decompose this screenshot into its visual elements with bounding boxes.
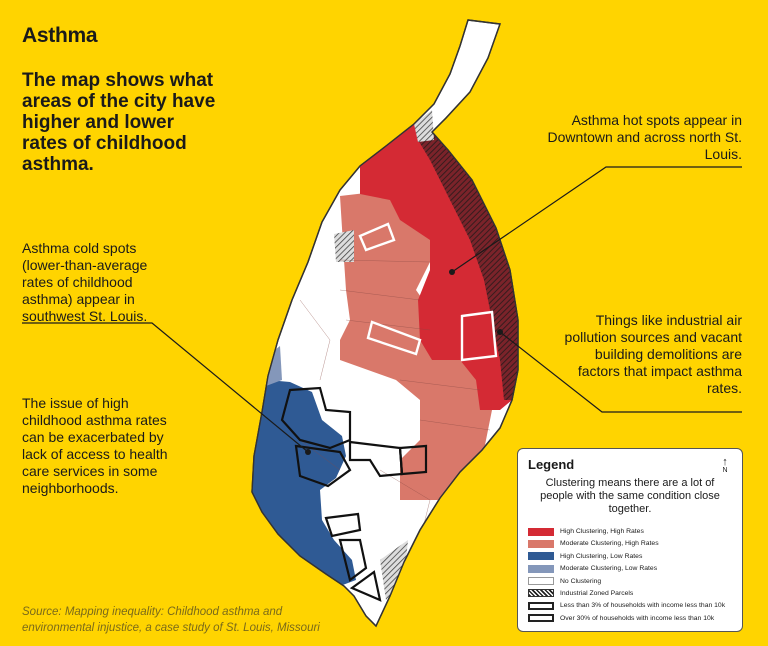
swatch-industrial-hatch (528, 589, 554, 598)
legend-label: Industrial Zoned Parcels (560, 589, 634, 597)
legend-item-low-poverty: Less than 3% of households with income l… (528, 600, 732, 611)
zone-moderate-low (262, 346, 282, 386)
legend-item-moderate-low: Moderate Clustering, Low Rates (528, 563, 732, 574)
annotation-health-care-access: The issue of high childhood asthma rates… (22, 395, 168, 496)
income-outline-high-poverty (366, 320, 422, 356)
swatch-moderate-high (528, 539, 554, 548)
legend-item-industrial: Industrial Zoned Parcels (528, 588, 732, 599)
swatch-moderate-low (528, 564, 554, 573)
leader-factors (499, 331, 742, 413)
legend-title: Legend (528, 457, 575, 472)
legend-description: Clustering means there are a lot of peop… (540, 477, 720, 515)
zone-moderate-high (340, 190, 492, 500)
leader-dot-cold (305, 449, 311, 455)
legend-item-high-high: High Clustering, High Rates (528, 526, 732, 537)
annotation-hot-spots: Asthma hot spots appear in Downtown and … (547, 112, 742, 162)
map-legend: Legend ↑ N Clustering means there are a … (517, 448, 743, 632)
legend-item-high-low: High Clustering, Low Rates (528, 551, 732, 562)
income-outline-low-poverty (280, 386, 352, 450)
industrial-parcels-north (414, 110, 434, 142)
source-citation: Source: Mapping inequality: Childhood as… (22, 606, 320, 634)
legend-items: High Clustering, High Rates Moderate Clu… (528, 526, 732, 624)
industrial-parcels-west (334, 230, 354, 262)
leader-cold-spots (22, 322, 309, 453)
leader-dot-factors (497, 329, 503, 335)
legend-label: High Clustering, Low Rates (560, 552, 643, 560)
income-outline-low-poverty (398, 444, 428, 476)
legend-label: Over 30% of households with income less … (560, 614, 715, 622)
swatch-double-outline (528, 614, 554, 623)
legend-label: Less than 3% of households with income l… (560, 602, 726, 610)
income-outline-low-poverty (338, 538, 368, 582)
industrial-parcels-south (380, 540, 408, 600)
legend-label: High Clustering, High Rates (560, 528, 644, 535)
legend-item-moderate-high: Moderate Clustering, High Rates (528, 538, 732, 549)
north-label: N (722, 467, 728, 474)
swatch-high-high (528, 527, 554, 536)
income-outline-high-poverty (358, 222, 396, 252)
income-outline-high-poverty (460, 310, 498, 362)
income-outline-low-poverty (324, 512, 362, 538)
swatch-no-clustering (528, 577, 554, 586)
legend-label: Moderate Clustering, Low Rates (560, 565, 658, 573)
industrial-parcels (418, 132, 518, 400)
north-arrow-icon: ↑ N (722, 456, 728, 475)
legend-label: No Clustering (560, 577, 602, 585)
annotation-cold-spots: Asthma cold spots (lower-than-average ra… (22, 240, 148, 324)
annotation-factors: Things like industrial air pollution sou… (564, 312, 742, 396)
swatch-high-low (528, 552, 554, 561)
leader-hot-spots (451, 166, 742, 273)
income-outline-low-poverty (349, 570, 382, 602)
legend-item-high-poverty: Over 30% of households with income less … (528, 613, 732, 624)
legend-item-no-clustering: No Clustering (528, 576, 732, 587)
headline: The map shows what areas of the city hav… (22, 70, 216, 175)
swatch-thick-outline (528, 601, 554, 610)
annotation-leader-lines (22, 166, 742, 453)
leader-dot-hot (449, 269, 455, 275)
zone-high-low (252, 380, 356, 586)
page-title: Asthma (22, 24, 98, 47)
legend-label: Moderate Clustering, High Rates (560, 540, 659, 548)
income-outline-low-poverty (294, 444, 352, 488)
